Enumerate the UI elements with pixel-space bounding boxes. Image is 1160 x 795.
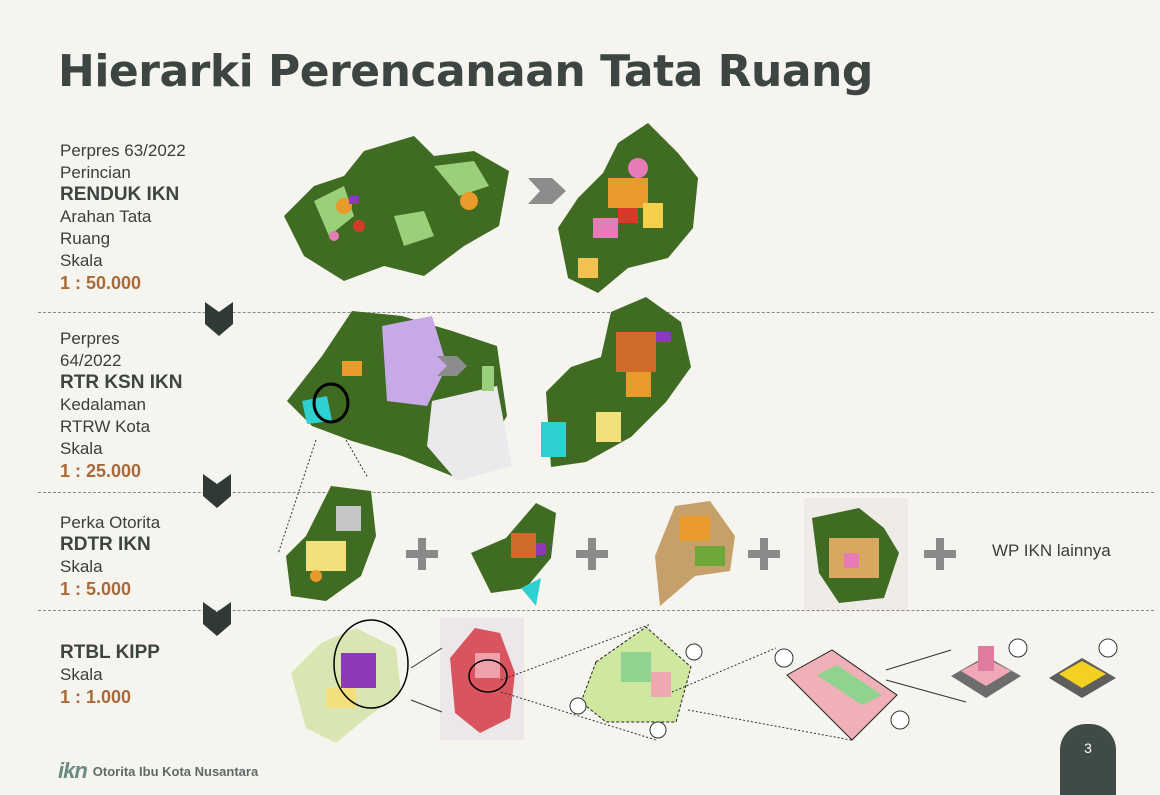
level-desc: RTRW Kota — [60, 417, 151, 436]
plus-icon — [748, 538, 780, 570]
rtbl-zone-iso — [774, 648, 910, 741]
chevron-down-icon — [203, 474, 231, 508]
footer: ikn Otorita Ibu Kota Nusantara — [58, 758, 258, 784]
section-divider — [38, 312, 1154, 313]
level-name: RDTR IKN — [60, 534, 151, 555]
arrow-right-icon — [528, 178, 566, 204]
chevron-down-icon — [205, 302, 233, 336]
rtbl-overview-map — [291, 619, 409, 743]
level-renduk-label: Perpres 63/2022 Perincian RENDUK IKN Ara… — [60, 140, 186, 294]
page-number: 3 — [1060, 724, 1116, 795]
level-desc: Skala — [60, 665, 103, 684]
section-divider — [38, 492, 1154, 493]
rdtr-wp2-map — [471, 503, 556, 606]
level-desc: Arahan Tata — [60, 207, 152, 226]
plus-icon — [924, 538, 956, 570]
level-source: 64/2022 — [60, 351, 122, 370]
organization-name: Otorita Ibu Kota Nusantara — [92, 763, 259, 779]
renduk-overview-map — [284, 136, 509, 281]
level-source: Perincian — [60, 163, 131, 182]
rtbl-building-iso-2 — [1049, 638, 1118, 698]
wp-other-label: WP IKN lainnya — [992, 541, 1111, 560]
section-divider — [38, 610, 1154, 611]
renduk-detail-map — [558, 123, 698, 293]
rdtr-wp3-map — [655, 501, 735, 606]
level-source: Perpres 63/2022 — [60, 141, 186, 160]
chevron-down-icon — [203, 602, 231, 636]
rdtr-wp4-map — [804, 498, 908, 610]
level-desc: Kedalaman — [60, 395, 147, 414]
level-name: RTBL KIPP — [60, 642, 160, 663]
plus-icon — [576, 538, 608, 570]
page-title: Hierarki Perencanaan Tata Ruang — [58, 46, 873, 97]
level-rtr-label: Perpres 64/2022 RTR KSN IKN Kedalaman RT… — [60, 328, 182, 482]
ikn-logo: ikn — [58, 758, 88, 783]
rtbl-block-plan — [569, 626, 703, 739]
rtbl-kipp-map — [440, 618, 524, 740]
rtbl-building-iso-1 — [951, 638, 1028, 698]
level-desc: Ruang — [60, 229, 111, 248]
level-scale: 1 : 50.000 — [60, 273, 142, 293]
plus-icon — [406, 538, 438, 570]
level-rdtr-label: Perka Otorita RDTR IKN Skala 1 : 5.000 — [60, 512, 160, 600]
rtr-ksn-map — [287, 311, 512, 481]
level-desc: Skala — [60, 557, 103, 576]
connector-lines — [277, 439, 967, 741]
rdtr-wp1-map — [286, 486, 376, 601]
level-scale: 1 : 1.000 — [60, 687, 132, 707]
level-scale: 1 : 25.000 — [60, 461, 142, 481]
level-scale: 1 : 5.000 — [60, 579, 132, 599]
rtr-ksn-detail-map — [541, 297, 691, 467]
level-source: Perpres — [60, 329, 120, 348]
level-desc: Skala — [60, 439, 103, 458]
level-name: RTR KSN IKN — [60, 372, 183, 393]
level-source: Perka Otorita — [60, 513, 161, 532]
level-desc: Skala — [60, 251, 103, 270]
level-name: RENDUK IKN — [60, 184, 180, 205]
level-rtbl-label: RTBL KIPP Skala 1 : 1.000 — [60, 642, 160, 708]
